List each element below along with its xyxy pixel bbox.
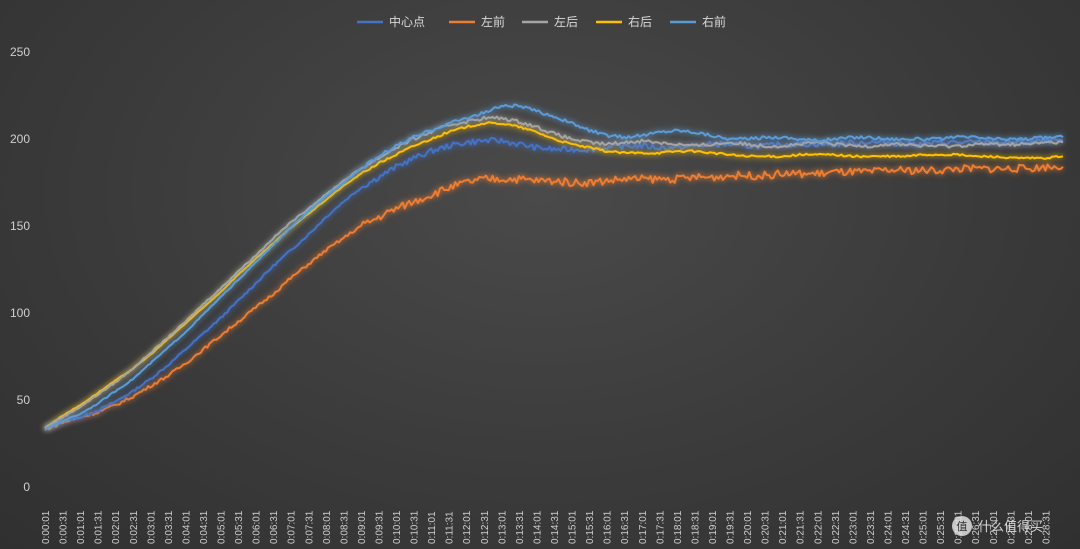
x-tick-label: 0:20:31 <box>761 510 772 544</box>
x-tick-label: 0:19:01 <box>708 510 719 544</box>
x-axis: 0:00:01 0:00:31 0:01:01 0:01:31 0:02:01 0:02:… <box>41 510 1052 544</box>
x-tick-label: 0:10:31 <box>410 510 421 544</box>
x-tick-label: 0:21:01 <box>778 510 789 544</box>
y-tick-label: 250 <box>10 45 30 59</box>
y-tick-label: 100 <box>10 306 30 320</box>
x-tick-label: 0:14:01 <box>532 510 543 544</box>
x-tick-label: 0:17:31 <box>655 510 666 544</box>
y-tick-label: 50 <box>17 393 31 407</box>
x-tick-label: 0:17:01 <box>638 510 649 544</box>
x-tick-label: 0:01:31 <box>94 510 105 544</box>
x-tick-label: 0:08:01 <box>322 510 333 544</box>
x-tick-label: 0:09:31 <box>374 510 385 544</box>
x-tick-label: 0:00:01 <box>41 510 52 544</box>
x-tick-label: 0:14:31 <box>550 510 561 544</box>
x-tick-label: 0:12:31 <box>480 510 491 544</box>
x-tick-label: 0:10:01 <box>392 510 403 544</box>
value-badge-icon-glyph: 值 <box>957 520 968 533</box>
x-tick-label: 0:01:01 <box>76 510 87 544</box>
x-tick-label: 0:24:01 <box>883 510 894 544</box>
x-tick-label: 0:04:31 <box>199 510 210 544</box>
x-tick-label: 0:27:01 <box>989 510 1000 544</box>
series-line <box>44 103 1064 431</box>
x-tick-label: 0:12:01 <box>462 510 473 544</box>
x-tick-label: 0:27:31 <box>1006 510 1017 544</box>
x-tick-label: 0:18:01 <box>673 510 684 544</box>
legend-label: 左后 <box>554 14 578 29</box>
y-axis: 0 50 100 150 200 250 <box>10 45 30 494</box>
x-tick-label: 0:23:01 <box>848 510 859 544</box>
x-tick-label: 0:11:01 <box>427 511 438 544</box>
y-tick-label: 200 <box>10 132 30 146</box>
x-tick-label: 0:06:31 <box>269 510 280 544</box>
x-tick-label: 0:22:01 <box>813 510 824 544</box>
x-tick-label: 0:05:01 <box>217 510 228 544</box>
x-tick-label: 0:06:01 <box>252 510 263 544</box>
x-tick-label: 0:20:01 <box>743 510 754 544</box>
x-tick-label: 0:21:31 <box>796 510 807 544</box>
x-tick-label: 0:04:01 <box>181 510 192 544</box>
x-tick-label: 0:13:31 <box>515 510 526 544</box>
x-tick-label: 0:15:01 <box>568 510 579 544</box>
x-tick-label: 0:07:01 <box>287 510 298 544</box>
value-badge-icon <box>952 516 972 536</box>
x-tick-label: 0:23:31 <box>866 510 877 544</box>
x-tick-label: 0:00:31 <box>59 510 70 544</box>
x-tick-label: 0:26:31 <box>971 510 982 544</box>
x-tick-label: 0:03:31 <box>164 510 175 544</box>
x-tick-label: 0:16:01 <box>603 510 614 544</box>
x-tick-label: 0:16:31 <box>620 510 631 544</box>
x-tick-label: 0:22:31 <box>831 510 842 544</box>
series-line <box>44 121 1064 429</box>
x-tick-label: 0:25:31 <box>936 510 947 544</box>
y-tick-label: 150 <box>10 219 30 233</box>
x-tick-label: 0:28:01 <box>1024 510 1035 544</box>
x-tick-label: 0:02:01 <box>111 510 122 544</box>
legend-label: 右后 <box>628 14 652 29</box>
x-tick-label: 0:03:01 <box>146 510 157 544</box>
x-tick-label: 0:15:31 <box>585 510 596 544</box>
x-tick-label: 0:11:31 <box>445 511 456 544</box>
series-line <box>44 163 1064 431</box>
series-line <box>44 115 1064 429</box>
y-tick-label: 0 <box>23 480 30 494</box>
legend-label: 左前 <box>481 14 505 29</box>
watermark-text: 什么值得买 <box>978 519 1043 535</box>
chart-legend: 中心点 左前 左后 右后 右前 <box>357 14 726 29</box>
watermark: 值 什么值得买 <box>952 516 1043 536</box>
legend-label: 右前 <box>702 14 726 29</box>
x-tick-label: 0:24:31 <box>901 510 912 544</box>
x-tick-label: 0:19:31 <box>726 510 737 544</box>
x-tick-label: 0:28:31 <box>1041 510 1052 544</box>
x-tick-label: 0:09:01 <box>357 510 368 544</box>
x-tick-label: 0:18:31 <box>690 510 701 544</box>
x-tick-label: 0:07:31 <box>304 510 315 544</box>
x-tick-label: 0:25:01 <box>919 510 930 544</box>
x-tick-label: 0:13:01 <box>497 510 508 544</box>
legend-label: 中心点 <box>389 14 425 29</box>
series-layer <box>44 103 1064 431</box>
x-tick-label: 0:08:31 <box>339 510 350 544</box>
x-tick-label: 0:05:31 <box>234 510 245 544</box>
x-tick-label: 0:02:31 <box>129 510 140 544</box>
